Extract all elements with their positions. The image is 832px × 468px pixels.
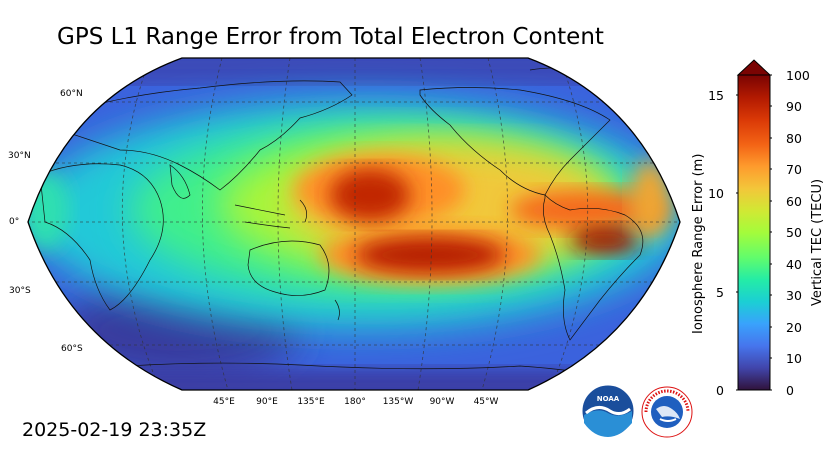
lat-label-60s: 60°S: [61, 344, 83, 354]
colorbar-right-label: Vertical TEC (TECU): [810, 178, 825, 306]
cb-right-tick-80: 80: [786, 131, 802, 146]
noaa-logo-text: NOAA: [597, 395, 620, 403]
timestamp: 2025-02-19 23:35Z: [22, 419, 207, 441]
lon-label-180: 180°: [344, 397, 366, 407]
lon-label-135e: 135°E: [297, 397, 325, 407]
cb-right-tick-90: 90: [786, 99, 802, 114]
lon-label-90w: 90°W: [429, 397, 455, 407]
lat-label-0: 0°: [9, 217, 20, 227]
cb-right-tick-30: 30: [786, 288, 802, 303]
colorbar-left-label: Ionosphere Range Error (m): [691, 153, 706, 334]
cb-right-tick-20: 20: [786, 320, 802, 335]
cb-right-tick-10: 10: [786, 351, 802, 366]
cb-right-tick-100: 100: [786, 68, 810, 83]
cb-right-tick-40: 40: [786, 257, 802, 272]
cb-left-tick-0: 0: [716, 383, 724, 398]
colorbar-extend-arrow: [736, 59, 772, 76]
tec-field: [28, 58, 680, 390]
cb-left-tick-5: 5: [716, 285, 724, 300]
lat-label-30n: 30°N: [8, 151, 31, 161]
graticule: [28, 58, 680, 390]
cb-left-tick-15: 15: [708, 88, 724, 103]
cb-right-tick-50: 50: [786, 225, 802, 240]
lon-label-90e: 90°E: [256, 397, 278, 407]
lon-label-45w: 45°W: [473, 397, 499, 407]
colorbar: [736, 59, 772, 391]
cb-left-tick-10: 10: [708, 186, 724, 201]
cb-right-tick-0: 0: [786, 383, 794, 398]
lat-label-60n: 60°N: [60, 89, 83, 99]
tec-map: [27, 57, 681, 391]
lon-label-45e: 45°E: [213, 397, 235, 407]
figure-title: GPS L1 Range Error from Total Electron C…: [57, 24, 604, 50]
lat-label-30s: 30°S: [9, 286, 31, 296]
noaa-logo: NOAA: [581, 384, 635, 438]
nws-logo: [641, 386, 693, 438]
cb-right-tick-70: 70: [786, 162, 802, 177]
cb-right-tick-60: 60: [786, 194, 802, 209]
map-frame: [27, 57, 681, 391]
lon-label-135w: 135°W: [382, 397, 414, 407]
